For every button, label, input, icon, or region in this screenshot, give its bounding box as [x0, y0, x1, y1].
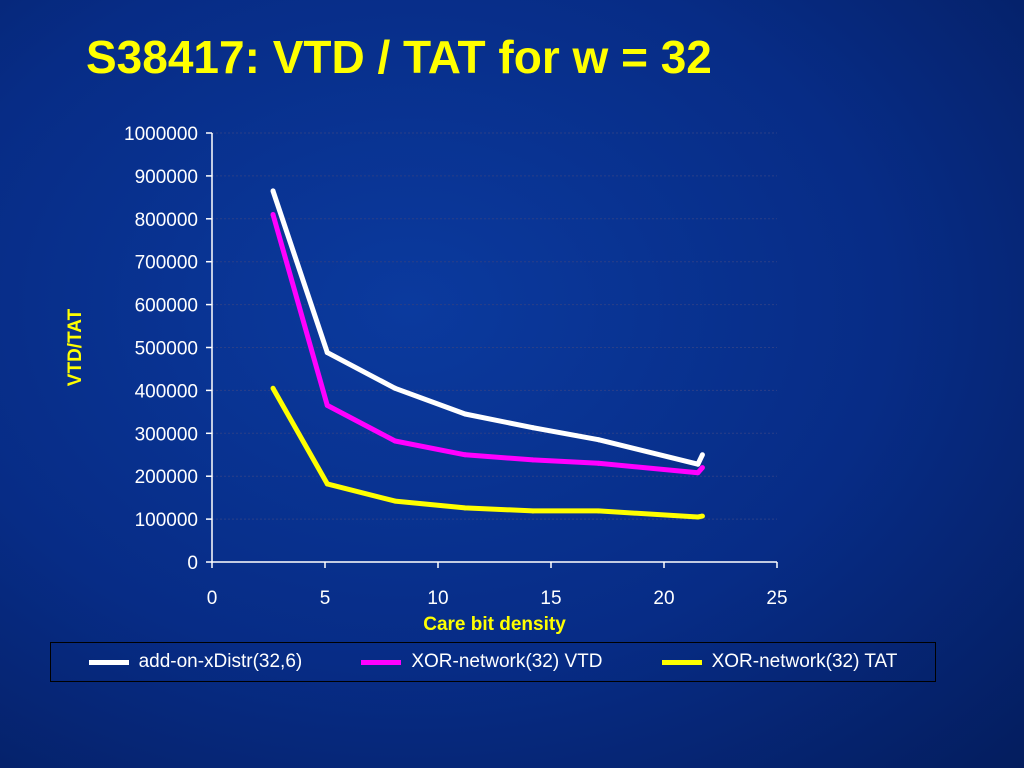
data-point: [595, 437, 601, 443]
chart-legend: add-on-xDistr(32,6) XOR-network(32) VTD …: [50, 642, 936, 682]
legend-label: XOR-network(32) VTD: [411, 651, 603, 672]
axes: 0 100000 200000 300000 400000 500000 600000 700…: [124, 124, 788, 609]
legend-item: XOR-network(32) VTD: [361, 651, 602, 673]
series-line: [270, 213, 705, 476]
data-point: [595, 460, 601, 466]
slide-title: S38417: VTD / TAT for w = 32: [86, 31, 712, 83]
data-point: [462, 505, 468, 511]
y-tick-label: 300000: [135, 424, 198, 445]
y-tick-label: 0: [187, 553, 198, 574]
legend-label: XOR-network(32) TAT: [711, 651, 898, 672]
x-tick-label: 20: [653, 588, 674, 609]
series-lines: [270, 188, 705, 520]
y-axis-title: VTD/TAT: [65, 308, 86, 386]
data-point: [695, 470, 701, 476]
series-line: [270, 387, 703, 520]
data-point: [530, 425, 536, 431]
x-tick-label: 15: [540, 588, 561, 609]
x-axis-title: Care bit density: [423, 614, 566, 635]
x-tick-label: 0: [207, 588, 218, 609]
x-tick-label: 10: [427, 588, 448, 609]
legend-swatch: [661, 659, 702, 665]
data-point: [699, 513, 705, 519]
data-point: [595, 508, 601, 514]
legend-item: add-on-xDistr(32,6): [88, 651, 303, 673]
legend-item: XOR-network(32) TAT: [661, 651, 898, 673]
data-point: [392, 385, 398, 391]
data-point: [695, 514, 701, 520]
y-tick-label: 900000: [135, 167, 198, 188]
data-point: [530, 457, 536, 463]
series-line: [270, 190, 705, 467]
y-tick-label: 600000: [135, 296, 198, 317]
data-point: [695, 461, 701, 467]
data-point: [324, 350, 330, 356]
data-point: [530, 508, 536, 514]
legend-swatch: [361, 659, 402, 665]
y-tick-label: 400000: [135, 381, 198, 402]
x-tick-label: 5: [320, 588, 331, 609]
data-point: [699, 452, 705, 458]
data-point: [699, 465, 705, 471]
data-point: [392, 438, 398, 444]
x-tick-label: 25: [766, 588, 787, 609]
y-tick-label: 700000: [135, 253, 198, 274]
data-point: [324, 402, 330, 408]
data-point: [270, 188, 276, 194]
data-point: [270, 212, 276, 218]
y-tick-label: 1000000: [124, 124, 198, 145]
data-point: [462, 411, 468, 417]
y-tick-label: 800000: [135, 210, 198, 231]
data-point: [324, 481, 330, 487]
y-tick-label: 500000: [135, 339, 198, 360]
data-point: [392, 498, 398, 504]
data-point: [462, 452, 468, 458]
data-point: [270, 385, 276, 391]
y-tick-label: 200000: [135, 467, 198, 488]
y-tick-label: 100000: [135, 510, 198, 531]
legend-swatch: [88, 659, 129, 665]
legend-label: add-on-xDistr(32,6): [138, 651, 303, 672]
